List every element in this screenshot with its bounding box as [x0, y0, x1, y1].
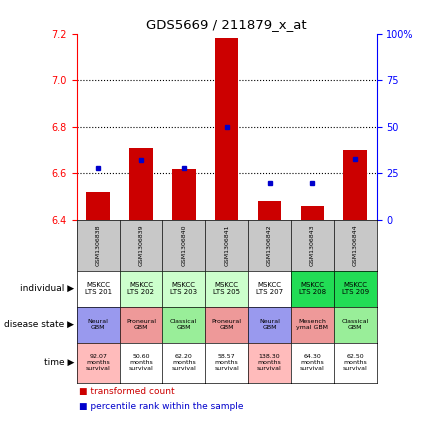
- Text: Classical
GBM: Classical GBM: [342, 319, 369, 330]
- Text: 92.07
months
survival: 92.07 months survival: [86, 354, 110, 371]
- Text: Proneural
GBM: Proneural GBM: [212, 319, 242, 330]
- Text: disease state ▶: disease state ▶: [4, 320, 74, 329]
- Text: GSM1306841: GSM1306841: [224, 225, 229, 266]
- Text: time ▶: time ▶: [44, 358, 74, 367]
- Bar: [258, 201, 281, 220]
- Text: 62.20
months
survival: 62.20 months survival: [171, 354, 196, 371]
- Bar: [300, 206, 324, 220]
- Text: 138.30
months
survival: 138.30 months survival: [257, 354, 282, 371]
- Text: MSKCC
LTS 209: MSKCC LTS 209: [342, 282, 369, 295]
- Text: MSKCC
LTS 207: MSKCC LTS 207: [256, 282, 283, 295]
- Text: 64.30
months
survival: 64.30 months survival: [300, 354, 325, 371]
- Text: MSKCC
LTS 203: MSKCC LTS 203: [170, 282, 198, 295]
- Text: MSKCC
LTS 201: MSKCC LTS 201: [85, 282, 112, 295]
- Text: GSM1306843: GSM1306843: [310, 225, 315, 266]
- Text: ■ percentile rank within the sample: ■ percentile rank within the sample: [79, 402, 244, 411]
- Text: GSM1306839: GSM1306839: [138, 225, 143, 266]
- Text: GSM1306844: GSM1306844: [353, 225, 358, 266]
- Text: Neural
GBM: Neural GBM: [88, 319, 109, 330]
- Bar: [86, 192, 110, 220]
- Text: 62.50
months
survival: 62.50 months survival: [343, 354, 367, 371]
- Text: ■ transformed count: ■ transformed count: [79, 387, 174, 396]
- Text: GSM1306840: GSM1306840: [181, 225, 186, 266]
- Bar: [343, 150, 367, 220]
- Bar: [172, 169, 196, 220]
- Text: Mesench
ymal GBM: Mesench ymal GBM: [297, 319, 328, 330]
- Text: MSKCC
LTS 208: MSKCC LTS 208: [299, 282, 326, 295]
- Text: MSKCC
LTS 205: MSKCC LTS 205: [213, 282, 240, 295]
- Text: Classical
GBM: Classical GBM: [170, 319, 198, 330]
- Text: individual ▶: individual ▶: [20, 284, 74, 293]
- Text: 50.60
months
survival: 50.60 months survival: [129, 354, 153, 371]
- Title: GDS5669 / 211879_x_at: GDS5669 / 211879_x_at: [146, 18, 307, 31]
- Bar: [129, 148, 153, 220]
- Text: Neural
GBM: Neural GBM: [259, 319, 280, 330]
- Bar: [215, 38, 238, 220]
- Text: GSM1306842: GSM1306842: [267, 225, 272, 266]
- Text: 58.57
months
survival: 58.57 months survival: [214, 354, 239, 371]
- Text: Proneural
GBM: Proneural GBM: [126, 319, 156, 330]
- Text: GSM1306838: GSM1306838: [95, 225, 101, 266]
- Text: MSKCC
LTS 202: MSKCC LTS 202: [127, 282, 155, 295]
